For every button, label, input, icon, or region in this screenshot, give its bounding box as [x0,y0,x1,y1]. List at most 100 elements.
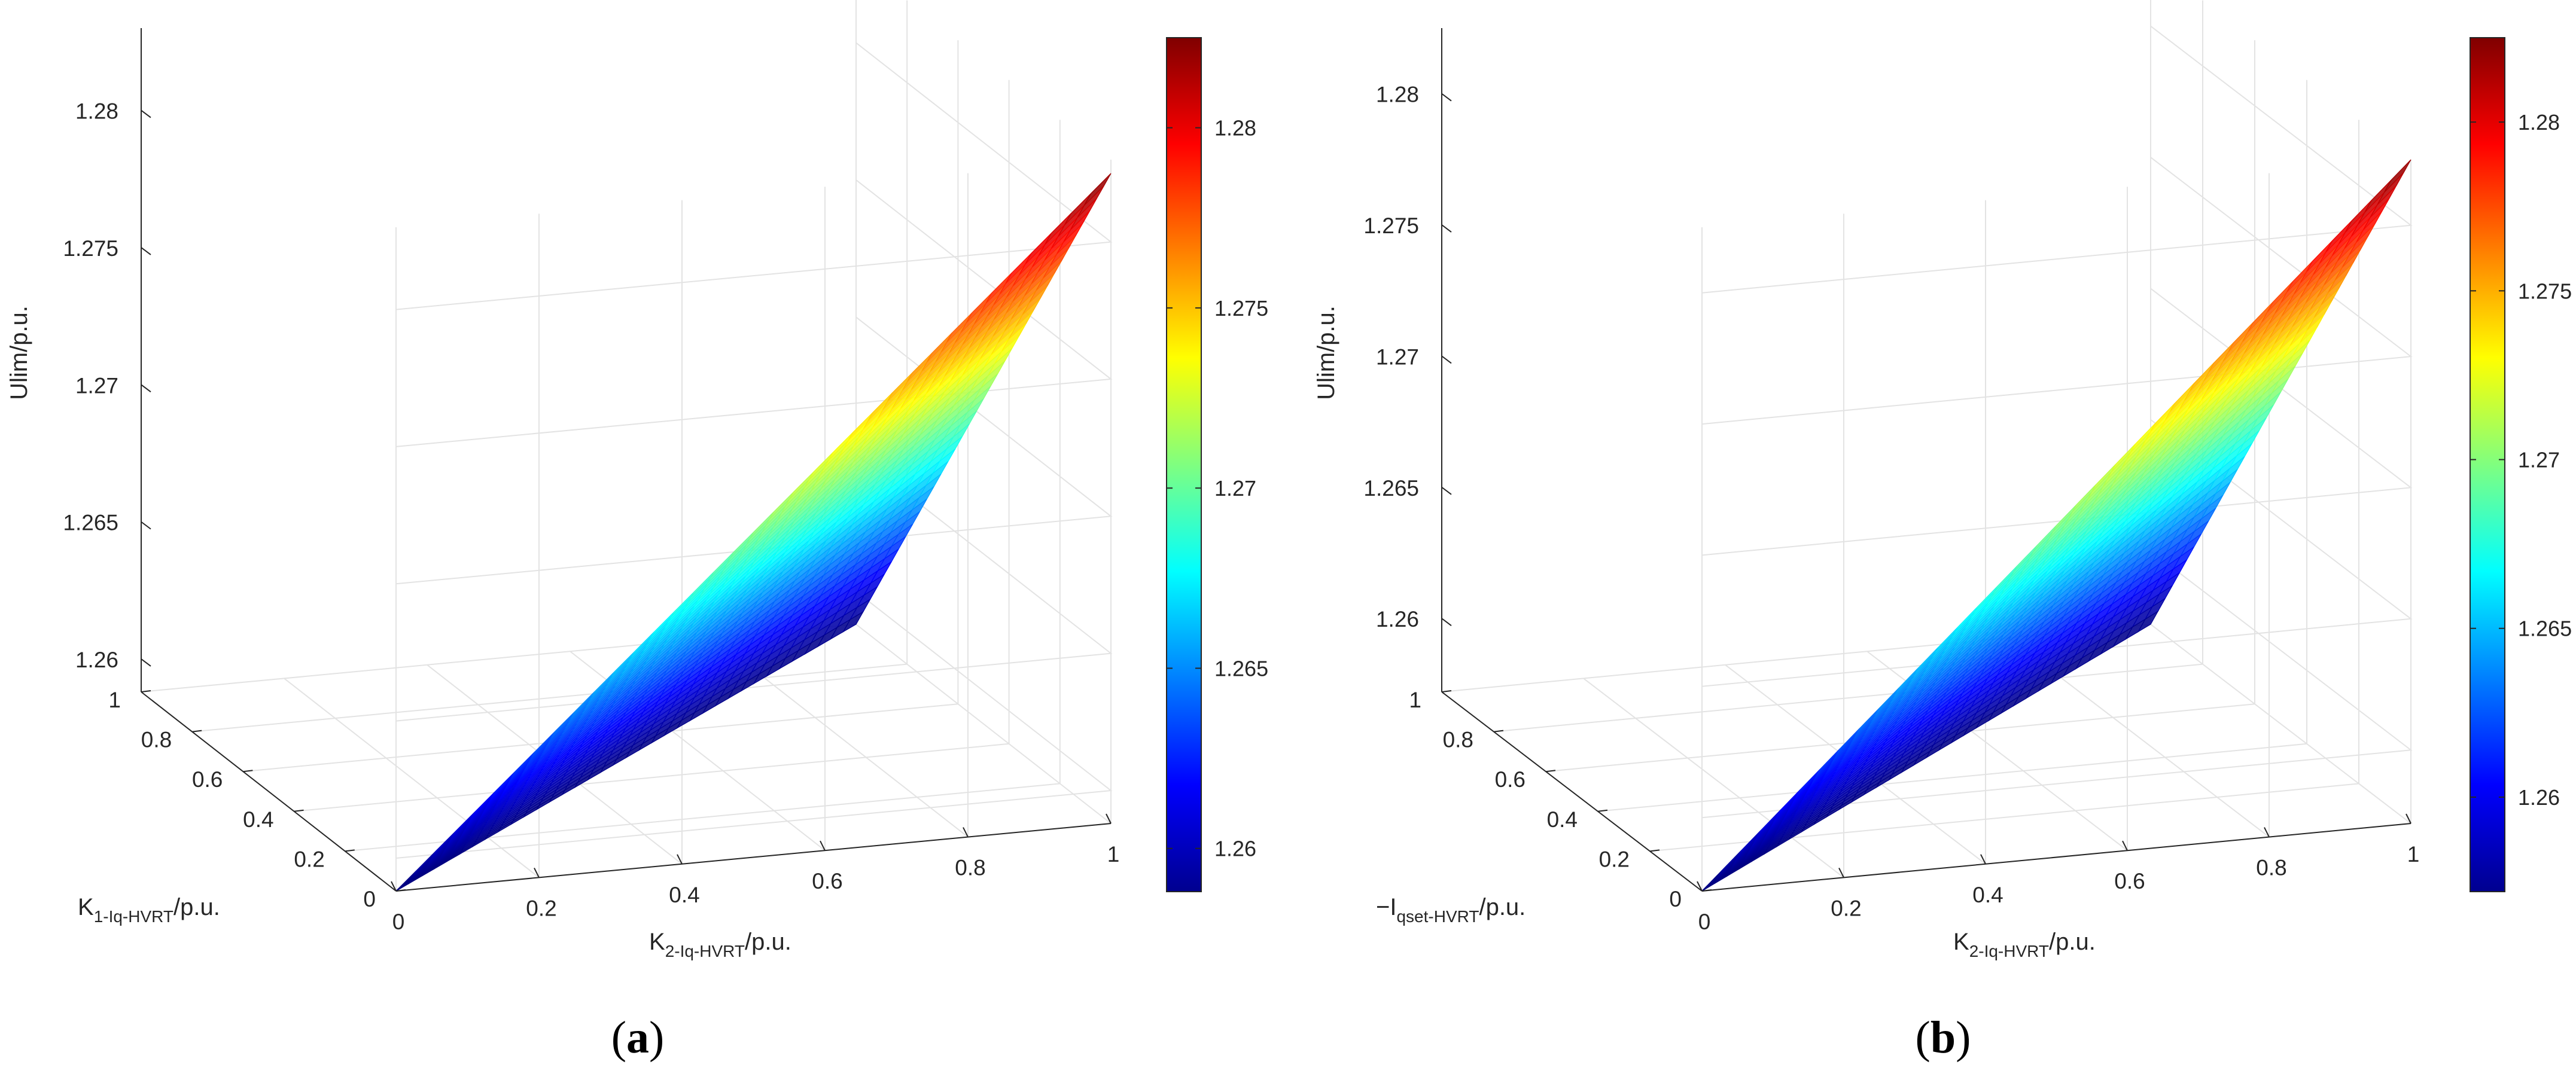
axes: 0 0.2 0.4 0.6 0.8 1 0 0.2 0.4 0.6 0.8 1 1.26 1.265 1.2… [63,28,1119,934]
colorbar-tick-label: 1.275 [2518,279,2572,303]
z-tick [141,521,151,530]
x-axis-label-sub: qset-HVRT [1396,907,1479,926]
y-tick [391,881,397,892]
y-tick [2264,827,2270,838]
x-tick [345,849,355,852]
z-tick-label: 1.28 [1376,83,1419,107]
y-tick [820,840,826,851]
colorbar-tick-label: 1.275 [1214,296,1268,321]
z-tick [141,658,151,667]
y-axis-label: K2-Iq-HVRT/p.u. [1953,929,2096,960]
y-tick [2122,840,2128,851]
panel-a: 00.20.40.60.8100.20.40.60.811.261.2651.2… [6,0,1268,1063]
colorbar-tick-label: 1.265 [2518,617,2572,641]
floor-grid-line [1583,678,1844,878]
y-tick-label: 0.2 [526,896,556,920]
wall-grid-line [395,42,1113,310]
x-tick-label: 0.6 [192,767,223,792]
colorbar-tick-label: 1.265 [1214,656,1268,681]
panel-label: (a) [611,1012,665,1063]
y-axis-label-sub: 2-Iq-HVRT [665,942,745,960]
x-tick-label: 0.6 [1495,767,1525,792]
z-tick-label: 1.265 [63,511,118,535]
x-tick [1441,690,1452,692]
surface-patch [1083,173,1112,206]
y-tick [1980,854,1986,865]
floor-grid-line [294,743,1009,812]
y-tick-label: 0 [1698,910,1711,934]
y-axis-label-main: K [1953,929,1969,955]
wall-grid-line [395,591,1113,859]
panel-label: (b) [1916,1012,1971,1063]
x-axis-label-suffix: /p.u. [173,894,220,920]
x-tick-label: 1 [1409,688,1421,712]
panel-letter: a [626,1012,649,1063]
x-tick-label: 0 [363,887,376,911]
y-tick [1838,867,1844,878]
y-axis-line [395,823,1112,892]
x-axis-label-main: −I [1376,894,1396,920]
z-tick [141,247,151,255]
y-axis-label: K2-Iq-HVRT/p.u. [649,929,791,960]
x-axis-line [1441,691,1703,892]
axes: 0 0.2 0.4 0.6 0.8 1 0 0.2 0.4 0.6 0.8 1 1.26 1.265 1.2… [1363,28,2419,934]
y-tick [677,854,683,865]
x-tick [1649,849,1660,852]
colorbar-gradient [2470,37,2505,892]
z-tick [1441,486,1452,495]
wall-grid-line [1701,550,2413,819]
y-axis-label-suffix: /p.u. [2049,929,2096,955]
y-axis-label-suffix: /p.u. [745,929,791,955]
floor-grid-line [192,663,908,733]
y-tick [1106,813,1112,824]
z-tick [1441,355,1452,364]
y-tick-label: 0.4 [1972,883,2003,907]
x-axis-line [141,691,397,892]
y-axis-line [1701,823,2411,892]
x-tick [395,889,406,892]
y-tick-label: 1 [1107,842,1120,867]
y-tick-label: 0.4 [669,883,699,907]
x-tick [1493,730,1504,733]
y-axis-label-main: K [649,929,665,955]
z-tick [141,109,151,118]
z-tick [141,384,151,393]
y-tick [534,867,540,878]
floor-grid-line [2150,624,2411,824]
surface-patch [2383,159,2411,193]
x-tick-label: 0.4 [243,807,273,832]
surface-patch [2377,172,2404,206]
colorbar-tick-label: 1.28 [1214,116,1256,141]
z-tick-label: 1.26 [1376,607,1419,632]
z-tick-label: 1.275 [63,236,118,261]
x-axis-label-main: K [78,894,94,920]
z-tick [1441,93,1452,102]
panel-b: 00.20.40.60.8100.20.40.60.811.261.2651.2… [1313,0,2572,1063]
x-tick-label: 0.8 [141,728,172,752]
panel-letter: b [1931,1012,1956,1063]
x-tick [1545,770,1556,773]
colorbar-gradient [1166,37,1202,892]
x-tick [141,690,151,692]
colorbar-tick-label: 1.27 [2518,448,2560,472]
surface-patch [2137,610,2159,633]
x-axis-label: −Iqset-HVRT/p.u. [1376,894,1525,926]
x-tick [192,730,202,733]
x-tick-label: 1 [108,688,121,712]
x-tick [1597,809,1608,812]
x-axis-label-sub: 1-Iq-HVRT [94,907,173,926]
y-tick-label: 0.2 [1831,896,1861,920]
x-tick-label: 0.2 [1599,847,1630,871]
y-tick-label: 0.8 [955,856,985,880]
floor-grid-line [1493,663,2203,733]
x-tick-label: 0.2 [294,847,324,871]
z-tick-label: 1.26 [75,648,118,672]
surface-patch [1077,185,1104,218]
z-tick-label: 1.28 [75,99,118,124]
z-axis-label: Ulim/p.u. [1313,306,1339,400]
y-tick-label: 1 [2407,842,2420,867]
colorbar: 1.26 1.265 1.27 1.275 1.28 [1166,37,1268,892]
x-tick [243,770,253,773]
z-axis-label: Ulim/p.u. [6,306,32,400]
z-tick-label: 1.265 [1363,476,1419,501]
